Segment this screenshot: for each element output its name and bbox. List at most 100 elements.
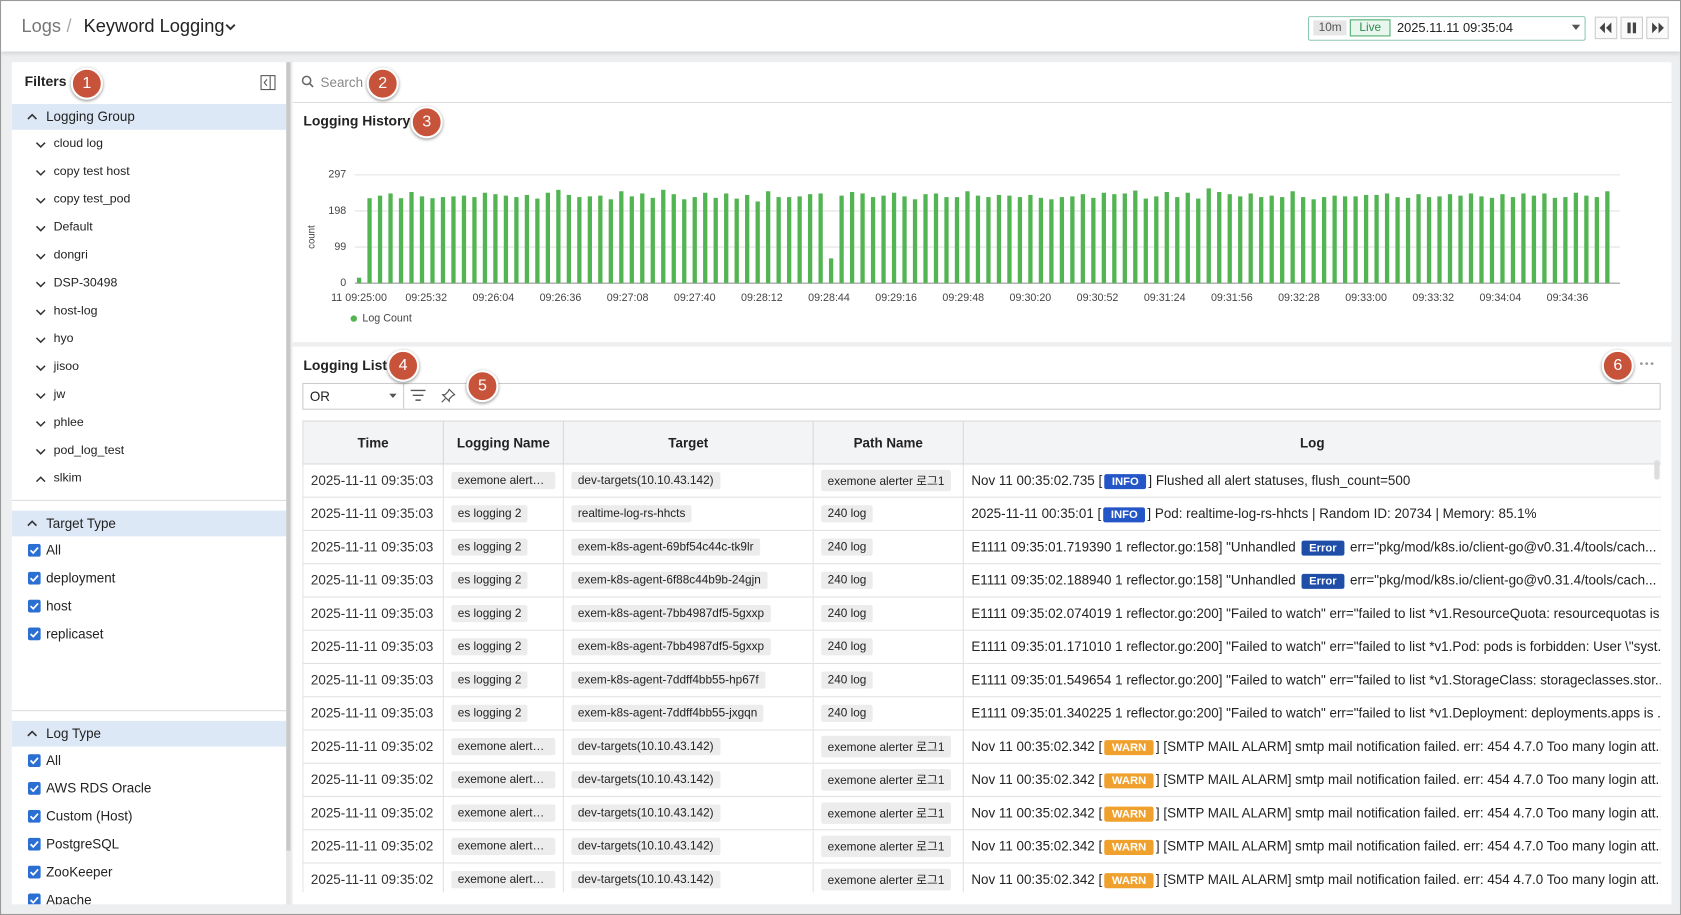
filter-item[interactable]: copy test_pod <box>12 187 286 213</box>
log-text: err="pkg/mod/k8s.io/client-go@v0.31.4/to… <box>1346 572 1656 587</box>
log-row[interactable]: 2025-11-11 09:35:03es logging 2exem-k8s-… <box>303 663 1661 696</box>
bar <box>630 196 634 283</box>
tag-chip: dev-targets(10.10.43.142) <box>571 838 720 855</box>
bar <box>818 193 822 283</box>
collapse-sidebar-button[interactable] <box>259 74 276 91</box>
filter-item[interactable]: jw <box>12 382 286 408</box>
title-dropdown-icon[interactable] <box>224 23 237 34</box>
filter-item[interactable]: host-log <box>12 298 286 324</box>
filter-item[interactable]: Default <box>12 215 286 241</box>
filter-icon[interactable] <box>411 389 426 402</box>
filter-item[interactable]: hyo <box>12 326 286 352</box>
bar <box>1249 193 1253 283</box>
log-row[interactable]: 2025-11-11 09:35:03es logging 2exem-k8s-… <box>303 630 1661 663</box>
page-title[interactable]: Keyword Logging <box>84 16 225 37</box>
bar <box>535 199 539 284</box>
log-row[interactable]: 2025-11-11 09:35:02exemone alerter ...de… <box>303 730 1661 763</box>
tag-cell: exemone alerter ... <box>443 796 563 829</box>
bar <box>357 278 361 283</box>
column-header[interactable]: Target <box>563 421 813 464</box>
filter-item[interactable]: replicaset <box>12 621 286 647</box>
caret-shape <box>36 338 45 342</box>
tag-cell: es logging 2 <box>443 564 563 597</box>
rewind-button[interactable] <box>1595 17 1616 38</box>
checkbox <box>28 782 41 795</box>
tag-cell: dev-targets(10.10.43.142) <box>563 796 813 829</box>
header-row: TimeLogging NameTargetPath NameLog <box>303 421 1661 464</box>
caret-shape <box>28 115 37 119</box>
bar <box>1028 195 1032 283</box>
breadcrumb[interactable]: Logs <box>21 16 61 37</box>
filter-item[interactable]: All <box>12 537 286 563</box>
filter-item[interactable]: All <box>12 748 286 774</box>
tag-cell: exem-k8s-agent-7bb4987df5-5gxxp <box>563 630 813 663</box>
filter-item[interactable]: deployment <box>12 565 286 591</box>
forward-button[interactable] <box>1647 17 1668 38</box>
bar <box>514 197 518 283</box>
bar <box>577 197 581 283</box>
more-menu-button[interactable] <box>1639 360 1656 366</box>
bar <box>1322 197 1326 283</box>
time-cell: 2025-11-11 09:35:03 <box>303 464 443 497</box>
filter-item[interactable]: DSP-30498 <box>12 270 286 296</box>
filter-item[interactable]: pod_log_test <box>12 438 286 464</box>
filter-item[interactable]: Custom (Host) <box>12 803 286 829</box>
column-header[interactable]: Path Name <box>813 421 963 464</box>
log-row[interactable]: 2025-11-11 09:35:02exemone alerter ...de… <box>303 796 1661 829</box>
bar <box>1479 196 1483 283</box>
search-bar[interactable]: Search <box>293 62 1672 103</box>
log-row[interactable]: 2025-11-11 09:35:02exemone alerter ...de… <box>303 763 1661 796</box>
filter-item[interactable]: AWS RDS Oracle <box>12 776 286 802</box>
log-row[interactable]: 2025-11-11 09:35:02exemone alerter ...de… <box>303 863 1661 892</box>
log-row[interactable]: 2025-11-11 09:35:02exemone alerter ...de… <box>303 830 1661 863</box>
live-tag[interactable]: Live <box>1350 19 1391 36</box>
filter-item[interactable]: cloud log <box>12 131 286 157</box>
log-text: ] [SMTP MAIL ALARM] smtp mail notificati… <box>1156 872 1661 887</box>
checkbox <box>28 600 41 613</box>
bar <box>955 197 959 283</box>
filter-item[interactable]: phlee <box>12 410 286 436</box>
sidebar-scrollbar[interactable] <box>286 62 290 904</box>
filter-group-header[interactable]: Target Type <box>12 511 286 537</box>
bar <box>378 196 382 284</box>
tag-chip: exem-k8s-agent-6f88c44b9b-24gjn <box>571 572 767 589</box>
time-range-picker[interactable]: 10m Live 2025.11.11 09:35:04 <box>1308 16 1586 41</box>
operator-select[interactable]: OR <box>303 384 404 409</box>
filter-item[interactable]: dongri <box>12 242 286 268</box>
tag-cell: exem-k8s-agent-7bb4987df5-5gxxp <box>563 597 813 630</box>
pause-button[interactable] <box>1621 17 1642 38</box>
filter-item[interactable]: PostgreSQL <box>12 831 286 857</box>
log-row[interactable]: 2025-11-11 09:35:03exemone alerter ...de… <box>303 464 1661 497</box>
log-row[interactable]: 2025-11-11 09:35:03es logging 2exem-k8s-… <box>303 697 1661 730</box>
filter-item[interactable]: copy test host <box>12 159 286 185</box>
filter-item[interactable]: Apache <box>12 887 286 904</box>
column-header[interactable]: Logging Name <box>443 421 563 464</box>
filter-item[interactable]: slkim <box>12 466 286 492</box>
log-row[interactable]: 2025-11-11 09:35:03es logging 2exem-k8s-… <box>303 597 1661 630</box>
pin-icon[interactable] <box>441 388 456 403</box>
checkbox <box>28 572 41 585</box>
filter-group-header[interactable]: Log Type <box>12 721 286 747</box>
filter-item[interactable]: jisoo <box>12 354 286 380</box>
log-row[interactable]: 2025-11-11 09:35:03es logging 2realtime-… <box>303 497 1661 530</box>
tag-cell: exemone alerter 로그1 <box>813 730 963 763</box>
tag-cell: 240 log <box>813 597 963 630</box>
log-row[interactable]: 2025-11-11 09:35:03es logging 2exem-k8s-… <box>303 530 1661 563</box>
column-header[interactable]: Log <box>963 421 1660 464</box>
log-row[interactable]: 2025-11-11 09:35:03es logging 2exem-k8s-… <box>303 564 1661 597</box>
filter-item[interactable]: ZooKeeper <box>12 859 286 885</box>
bar <box>1353 196 1357 283</box>
tag-cell: es logging 2 <box>443 497 563 530</box>
tag-chip: exemone alerter ... <box>451 738 555 755</box>
column-header[interactable]: Time <box>303 421 443 464</box>
search-icon <box>301 75 314 88</box>
bar <box>1511 197 1515 283</box>
table-scrollbar[interactable] <box>1654 460 1659 479</box>
x-tick-label: 09:27:08 <box>607 292 649 304</box>
tag-cell: dev-targets(10.10.43.142) <box>563 763 813 796</box>
x-tick-label: 09:33:00 <box>1345 292 1387 304</box>
tag-cell: es logging 2 <box>443 663 563 696</box>
filter-item[interactable]: host <box>12 593 286 619</box>
filter-group-header[interactable]: Logging Group <box>12 104 286 130</box>
